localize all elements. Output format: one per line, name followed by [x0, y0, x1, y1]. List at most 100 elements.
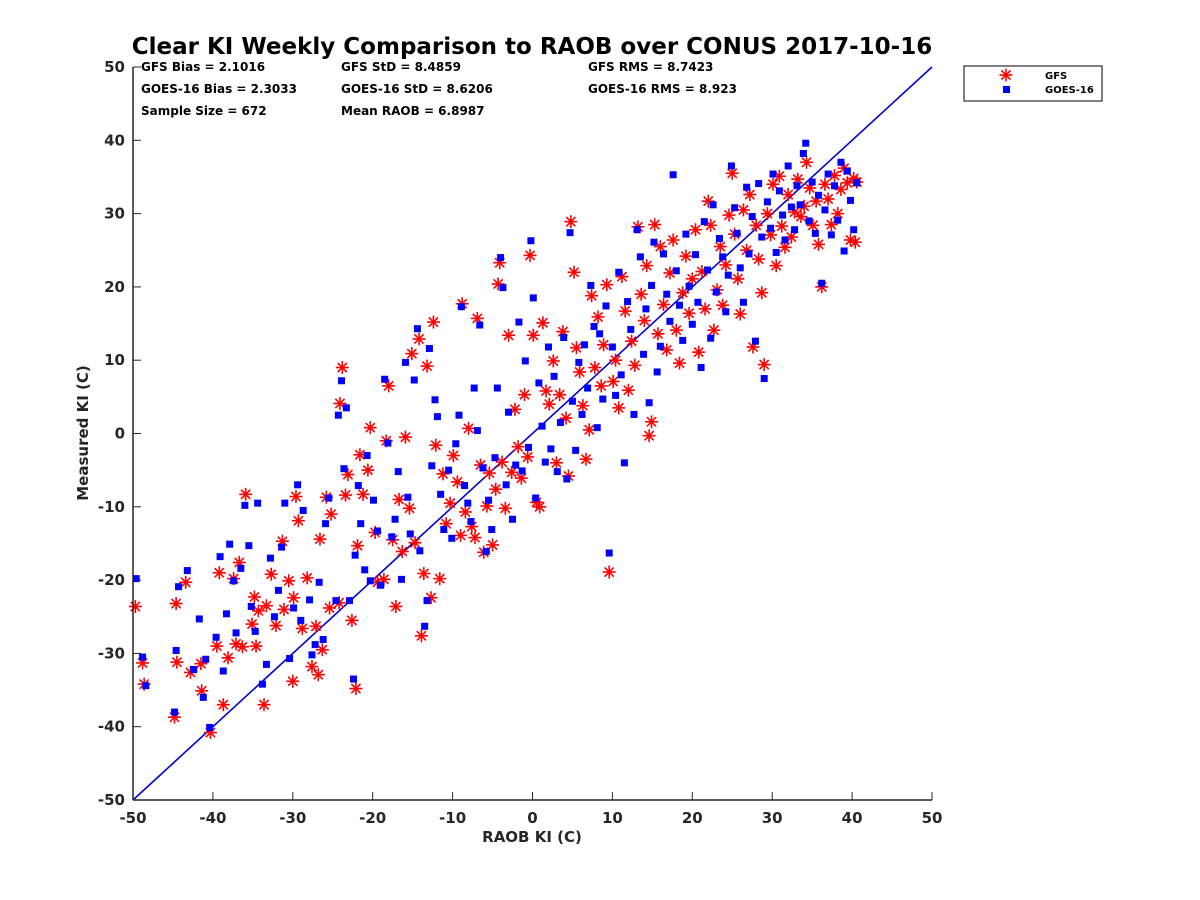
- gfs-point: [591, 310, 605, 324]
- gfs-point: [821, 192, 835, 206]
- goes-16-point: [682, 230, 690, 238]
- gfs-point: [128, 599, 142, 613]
- gfs-point: [345, 613, 359, 627]
- y-tick-label: -10: [98, 498, 125, 516]
- x-tick-label: 50: [922, 809, 943, 827]
- y-tick-label: 10: [104, 351, 125, 369]
- gfs-point: [588, 361, 602, 375]
- goes-16-point: [767, 224, 775, 232]
- gfs-point: [356, 487, 370, 501]
- gfs-point: [539, 384, 553, 398]
- gfs-point: [692, 345, 706, 359]
- gfs-point: [536, 316, 550, 330]
- goes-16-point: [645, 399, 653, 407]
- goes-16-point: [251, 627, 259, 635]
- gfs-point: [414, 629, 428, 643]
- goes-16-point: [493, 384, 501, 392]
- goes-16-point: [502, 481, 510, 489]
- gfs-point: [585, 289, 599, 303]
- gfs-point: [286, 674, 300, 688]
- goes-16-point: [784, 162, 792, 170]
- goes-16-point: [853, 179, 861, 187]
- gfs-point: [508, 402, 522, 416]
- gfs-point: [259, 599, 273, 613]
- chart-title: Clear KI Weekly Comparison to RAOB over …: [132, 34, 932, 60]
- goes-16-point: [733, 229, 741, 237]
- goes-16-point: [515, 318, 523, 326]
- gfs-point: [621, 383, 635, 397]
- gfs-point: [412, 332, 426, 346]
- goes-16-point: [190, 666, 198, 674]
- goes-16-point: [719, 253, 727, 261]
- goes-16-point: [308, 651, 316, 659]
- gfs-point: [657, 297, 671, 311]
- gfs-point: [769, 259, 783, 273]
- goes-16-point: [791, 226, 799, 234]
- goes-16-point: [413, 325, 421, 333]
- gfs-point: [502, 328, 516, 342]
- goes-16-point: [410, 376, 418, 384]
- goes-16-point: [237, 564, 245, 572]
- legend-gfs-marker: [999, 68, 1013, 82]
- goes-16-point: [421, 622, 429, 630]
- gfs-point: [660, 343, 674, 357]
- goes-16-point: [821, 206, 829, 214]
- stat-gfs-bias: GFS Bias = 2.1016: [141, 60, 265, 74]
- goes-16-point: [532, 494, 540, 502]
- goes-16-point: [566, 229, 574, 237]
- goes-16-point: [602, 302, 610, 310]
- gfs-point: [521, 450, 535, 464]
- goes-16-point: [423, 597, 431, 605]
- legend-box: [963, 65, 1103, 102]
- legend-goes-16-marker: [1003, 86, 1010, 93]
- goes-16-point: [470, 384, 478, 392]
- gfs-point: [169, 597, 183, 611]
- legend-gfs-asterisk-icon: [999, 68, 1013, 82]
- goes-16-point: [461, 482, 469, 490]
- goes-16-point: [388, 533, 396, 541]
- gfs-point: [642, 429, 656, 443]
- goes-16-point: [222, 610, 230, 618]
- gfs-point: [848, 235, 862, 249]
- goes-16-point: [416, 547, 424, 555]
- goes-16-point: [139, 653, 147, 661]
- goes-16-point: [428, 462, 436, 470]
- gfs-point: [420, 359, 434, 373]
- gfs-point: [722, 208, 736, 222]
- goes-16-point: [373, 527, 381, 535]
- goes-16-point: [322, 520, 330, 528]
- gfs-point: [612, 401, 626, 415]
- goes-16-point: [781, 236, 789, 244]
- gfs-point: [526, 328, 540, 342]
- gfs-point: [363, 421, 377, 435]
- goes-16-point: [346, 597, 354, 605]
- goes-16-point: [743, 183, 751, 191]
- goes-16-point: [445, 466, 453, 474]
- x-axis-label: RAOB KI (C): [482, 828, 582, 846]
- gfs-point: [757, 358, 771, 372]
- gfs-point: [733, 307, 747, 321]
- gfs-point: [361, 463, 375, 477]
- gfs-point: [277, 602, 291, 616]
- x-tick-label: -20: [359, 809, 386, 827]
- gfs-point: [249, 639, 263, 653]
- goes-16-point: [357, 520, 365, 528]
- gfs-point: [269, 619, 283, 633]
- stat-sample-size: Sample Size = 672: [141, 104, 267, 118]
- goes-16-point: [381, 375, 389, 383]
- gfs-point: [749, 218, 763, 232]
- goes-16-point: [485, 496, 493, 504]
- goes-16-point: [297, 616, 305, 624]
- goes-16-point: [550, 372, 558, 380]
- goes-16-point: [578, 410, 586, 418]
- gfs-point: [806, 218, 820, 232]
- goes-16-point: [529, 294, 537, 302]
- goes-16-point: [219, 667, 227, 675]
- goes-16-point: [482, 548, 490, 556]
- gfs-point: [579, 452, 593, 466]
- x-tick-label: -10: [439, 809, 466, 827]
- goes-16-point: [230, 577, 238, 585]
- gfs-point: [251, 604, 265, 618]
- goes-16-point: [397, 575, 405, 583]
